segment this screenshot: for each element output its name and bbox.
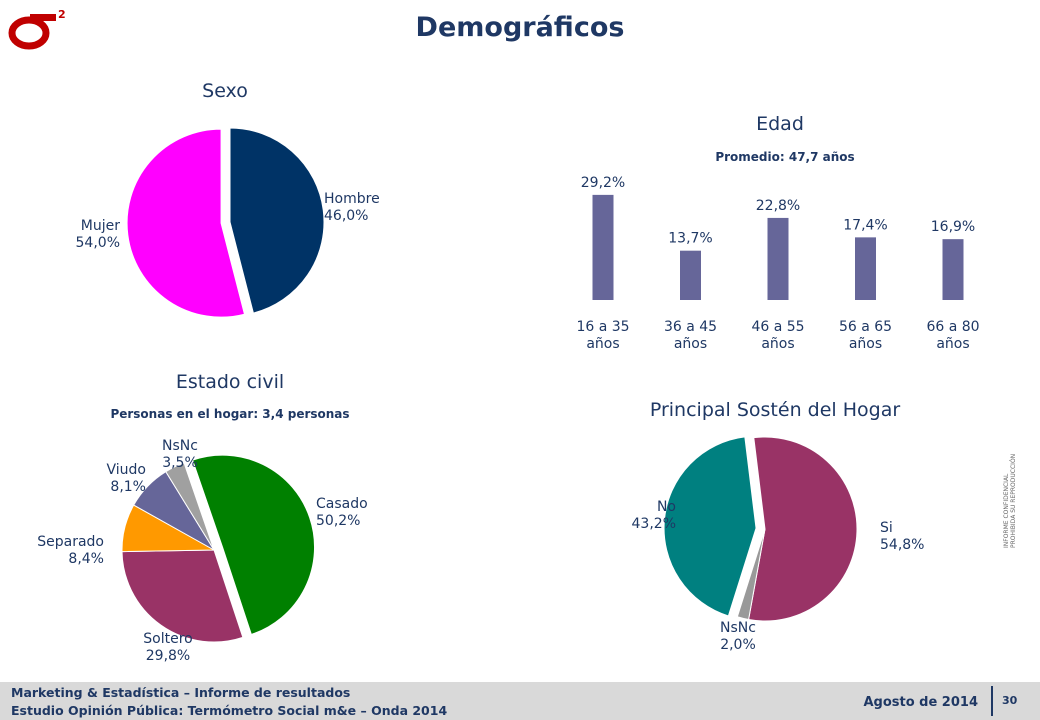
page-title: Demográficos [415,12,625,43]
edad-value-label-3: 22,8% [756,198,800,214]
estado-civil-chart-title: Estado civil [175,371,285,393]
edad-value-label-5: 16,9% [931,219,975,235]
footer-date: Agosto de 2014 [863,695,978,710]
estado-civil-label-separado: Separado 8,4% [37,534,104,567]
sosten-label-si: Si 54,8% [880,520,924,553]
page-number: 30 [1002,694,1018,707]
estado-civil-label-soltero: Soltero 29,8% [143,631,192,664]
footer-bar: Marketing & Estadística – Informe de res… [0,682,1040,720]
edad-value-label-4: 17,4% [843,217,887,233]
confidential-note-line2: PROHIBIDA SU REPRODUCCIÓN [1010,453,1017,548]
estado-civil-slice-nsnc [165,462,215,551]
confidential-note: INFORME CONFIDENCIAL PROHIBIDA SU REPROD… [1003,428,1017,548]
sosten-label-nsnc: NsNc 2,0% [720,620,756,653]
estado-civil-slice-casado [191,454,315,636]
edad-bar-2 [680,250,701,300]
footer-study-line: Estudio Opinión Pública: Termómetro Soci… [11,703,448,718]
edad-category-label-2: 36 a 45 años [664,319,717,352]
edad-category-label-3: 46 a 55 años [751,319,804,352]
sigma-logo-icon: 2 [8,8,66,50]
edad-bar-4 [855,237,876,300]
sexo-chart-title: Sexo [202,80,248,102]
edad-bar-3 [767,217,789,300]
edad-category-label-5: 66 a 80 años [926,319,979,352]
estado-civil-chart-subtitle: Personas en el hogar: 3,4 personas [110,407,350,421]
sexo-slice-hombre [229,127,325,314]
edad-bar-1 [592,194,614,300]
sosten-slice-nsnc [736,528,766,621]
confidential-note-line1: INFORME CONFIDENCIAL [1003,473,1010,548]
edad-value-label-1: 29,2% [581,175,625,191]
brand-logo: 2 [6,6,76,50]
estado-civil-slice-soltero [121,549,244,643]
estado-civil-label-casado: Casado 50,2% [316,496,368,529]
edad-category-label-4: 56 a 65 años [839,319,892,352]
sosten-chart-title: Principal Sostén del Hogar [649,399,901,421]
edad-category-label-1: 16 a 35 años [576,319,629,352]
estado-civil-label-viudo: Viudo 8,1% [107,462,146,495]
sosten-slice-no [663,436,757,617]
logo-superscript: 2 [58,8,66,21]
estado-civil-label-nsnc: NsNc 3,5% [162,438,198,471]
edad-chart-subtitle: Promedio: 47,7 años [715,150,855,164]
footer-report-line: Marketing & Estadística – Informe de res… [11,685,351,700]
footer-divider [991,686,993,716]
sexo-label-mujer: Mujer 54,0% [76,218,121,251]
sexo-label-hombre: Hombre 46,0% [324,191,380,224]
edad-chart-title: Edad [756,113,804,135]
sexo-slice-mujer [126,128,246,318]
edad-bar-5 [942,239,964,300]
edad-value-label-2: 13,7% [668,231,712,247]
sosten-label-no: No 43,2% [632,499,676,532]
sosten-slice-si [748,436,858,622]
